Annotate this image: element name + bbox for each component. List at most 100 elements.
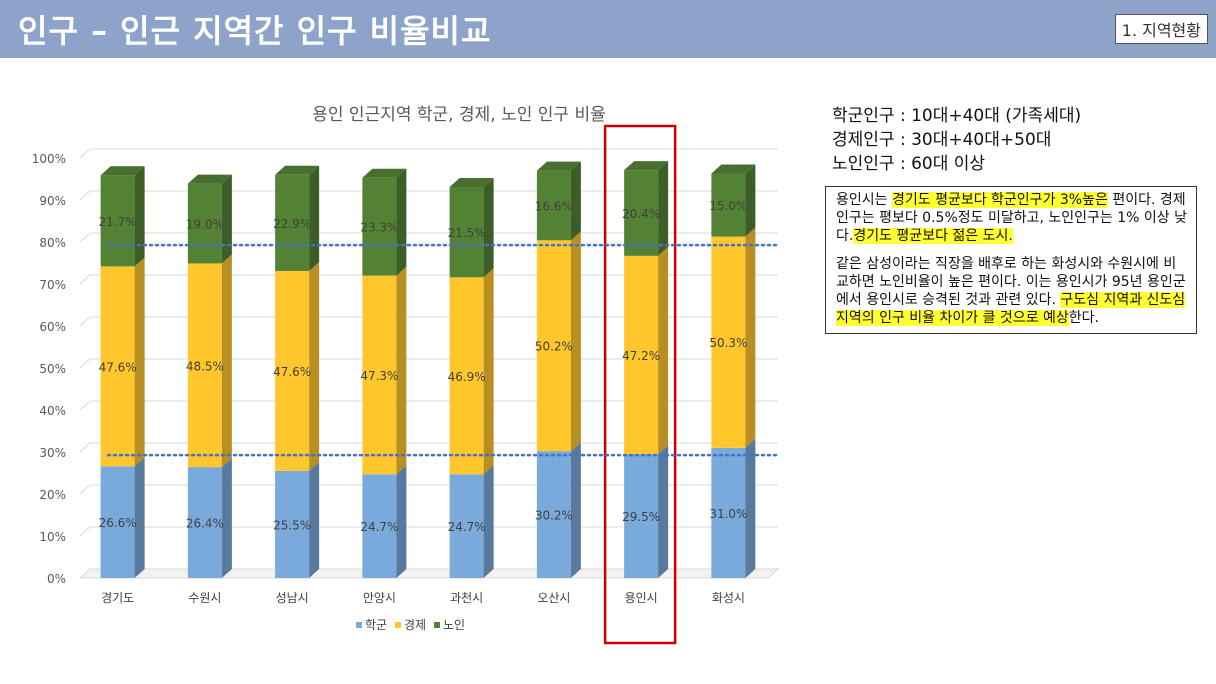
definition-school: 학군인구 : 10대+40대 (가족세대) [832,106,1082,126]
data-label: 50.3% [709,336,747,350]
header-bar: 인구 – 인근 지역간 인구 비율비교 1. 지역현황 [0,0,1216,58]
chart-floor [78,568,780,579]
data-label: 31.0% [709,507,747,521]
data-label: 25.5% [273,518,311,532]
legend-swatch-school [356,622,362,628]
y-tick-label: 10% [39,530,66,544]
definition-senior: 노인인구 : 60대 이상 [832,154,986,174]
bar-senior-안양시 [362,177,397,276]
y-tick-label: 30% [39,446,66,460]
x-tick-label: 안양시 [363,591,396,605]
bar-senior-성남시 [275,174,310,271]
bar-side-school-수원시 [221,458,232,578]
data-label: 15.0% [709,199,747,213]
legend-label-senior: 노인 [443,618,465,632]
y-tick-label: 40% [39,404,66,418]
bar-economy-용인시 [624,255,659,455]
bar-side-school-성남시 [309,461,320,578]
bar-side-senior-용인시 [658,161,669,256]
gridline-depth [79,442,91,453]
bar-side-economy-경기도 [134,257,145,467]
bar-top-안양시 [362,168,407,178]
gridline-depth [79,400,91,411]
gridline-depth [79,232,91,243]
y-tick-label: 50% [39,362,66,376]
y-tick-label: 70% [39,278,66,292]
x-tick-label: 화성시 [712,591,745,605]
bar-side-economy-과천시 [483,268,494,475]
bar-side-economy-성남시 [309,261,320,471]
gridline-depth [79,274,91,285]
gridline-depth [79,148,91,159]
bar-top-경기도 [100,166,145,176]
bar-side-economy-오산시 [570,231,581,452]
y-tick-label: 90% [39,194,66,208]
x-tick-label: 용인시 [625,591,658,605]
bar-side-school-안양시 [396,465,407,578]
data-label: 47.6% [273,365,311,379]
note-p1-segment-1: 경기도 평균보다 학군인구가 3%높은 [891,192,1108,208]
bar-side-school-과천시 [483,465,494,578]
data-label: 19.0% [186,218,224,232]
gridline-depth [79,526,91,537]
data-label: 47.6% [99,360,137,374]
data-label: 26.6% [99,516,137,530]
bar-side-senior-경기도 [134,166,145,267]
note-p2-segment-0: 같은 삼성이라는 직장을 배후로 하는 화성시와 수원시에 비교하면 노인비율이… [836,256,1186,308]
bar-school-오산시 [536,451,571,578]
y-tick-label: 100% [32,152,66,166]
x-tick-label: 경기도 [101,591,134,605]
bar-economy-성남시 [275,270,310,471]
bar-economy-과천시 [449,277,484,475]
bar-side-school-용인시 [658,445,669,578]
bar-side-senior-과천시 [483,177,494,278]
bar-side-senior-오산시 [570,161,581,241]
data-label: 21.7% [99,215,137,229]
x-tick-label: 수원시 [188,591,221,605]
gridline-depth [79,484,91,495]
bar-school-과천시 [449,474,484,578]
y-tick-label: 0% [47,572,66,586]
stacked-bar-chart: 용인 인근지역 학군, 경제, 노인 인구 비율 0% 10% 20% 30% 40% 50… [32,105,780,645]
x-tick-label: 과천시 [450,590,483,605]
section-badge: 1. 지역현황 [1114,14,1208,44]
population-definitions: 학군인구 : 10대+40대 (가족세대) 경제인구 : 30대+40대+50대… [832,104,1081,176]
analysis-note: 용인시는 경기도 평균보다 학군인구가 3%높은 편이다. 경제인구는 평보다 … [825,186,1197,334]
bar-senior-수원시 [187,183,222,264]
bar-side-school-화성시 [745,438,756,578]
data-label: 50.2% [535,340,573,354]
data-label: 24.7% [448,520,486,534]
data-label: 22.9% [273,217,311,231]
note-paragraph-1: 용인시는 경기도 평균보다 학군인구가 3%높은 편이다. 경제인구는 평보다 … [836,191,1188,245]
x-tick-label: 성남시 [276,591,309,605]
data-label: 48.5% [186,359,224,373]
y-tick-label: 60% [39,320,66,334]
bar-senior-화성시 [711,173,746,237]
bar-side-school-경기도 [134,457,145,578]
bar-school-화성시 [711,447,746,578]
bar-side-school-오산시 [570,442,581,578]
bar-side-senior-화성시 [745,164,756,237]
bar-top-과천시 [449,177,494,187]
data-label: 46.9% [448,370,486,384]
note-paragraph-2: 같은 삼성이라는 직장을 배후로 하는 화성시와 수원시에 비교하면 노인비율이… [836,255,1188,327]
bar-top-화성시 [711,164,756,174]
bar-economy-화성시 [711,236,746,448]
legend-label-economy: 경제 [404,618,426,632]
note-p2-segment-2: 한다. [1068,310,1099,326]
legend-label-school: 학군 [365,618,387,632]
bar-economy-안양시 [362,275,397,475]
legend-swatch-economy [395,622,401,628]
data-label: 47.2% [622,349,660,363]
data-label: 29.5% [622,510,660,524]
data-label: 20.4% [622,207,660,221]
bar-top-오산시 [536,161,581,171]
bar-senior-오산시 [536,170,571,241]
bar-senior-경기도 [100,175,135,267]
data-label: 47.3% [360,369,398,383]
gridline-depth [79,358,91,369]
data-label: 24.7% [360,520,398,534]
bar-side-senior-안양시 [396,168,407,276]
data-label: 30.2% [535,509,573,523]
note-p1-segment-3: 경기도 평균보다 젊은 도시. [853,228,1013,244]
